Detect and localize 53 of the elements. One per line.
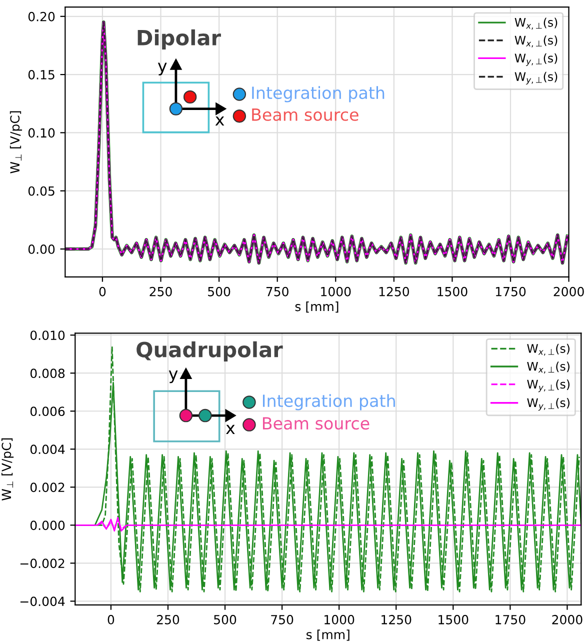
- y-tick-label: 0.20: [28, 12, 55, 22]
- annotation: x: [226, 424, 235, 434]
- legend-label: W$_{x,⊥}$(s): [527, 362, 570, 374]
- annotation: y: [158, 62, 167, 76]
- annotation: Integration path: [262, 394, 395, 410]
- annotation: x: [215, 116, 224, 126]
- legend-label: W$_{y,⊥}$(s): [514, 53, 558, 66]
- x-tick-label: 1750: [496, 286, 526, 296]
- x-tick-label: 750: [266, 286, 288, 296]
- y-tick-label: 0.008: [30, 368, 65, 378]
- y-tick-label: 0.010: [30, 330, 65, 340]
- x-tick-label: 500: [208, 286, 230, 296]
- x-tick-label: 2000: [554, 286, 584, 296]
- y-tick-label: 0.004: [30, 444, 65, 454]
- y-tick-label: 0.000: [30, 520, 65, 530]
- legend-label: W$_{x,⊥}$(s): [514, 18, 558, 30]
- y-tick-label: 0.002: [30, 482, 64, 492]
- x-tick-label: 250: [150, 286, 172, 296]
- x-tick-label: 500: [214, 614, 236, 624]
- y-tick-label: 0.15: [28, 70, 54, 80]
- annotation: Dipolar: [138, 29, 221, 50]
- legend-label: W$_{y,⊥}$(s): [527, 379, 570, 392]
- legend-label: W$_{y,⊥}$(s): [514, 72, 558, 85]
- x-tick-label: 1500: [438, 614, 468, 624]
- y-axis-title: W$_{⊥}$ [V/pC]: [1, 438, 14, 500]
- x-tick-label: 750: [271, 614, 294, 624]
- legend-label: W$_{x,⊥}$(s): [527, 344, 570, 356]
- y-tick-label: 0.10: [28, 128, 55, 138]
- y-axis-title: W$_{⊥}$ [V/pC]: [10, 111, 22, 174]
- x-tick-label: 0: [99, 286, 106, 296]
- y-tick-label: 0.05: [28, 186, 54, 196]
- y-tick-label: 0.00: [28, 244, 55, 254]
- x-tick-label: 2000: [552, 614, 582, 624]
- x-tick-label: 1000: [321, 286, 351, 296]
- x-axis-title: s [mm]: [306, 630, 350, 641]
- legend-label: W$_{y,⊥}$(s): [527, 398, 570, 411]
- x-tick-label: 0: [108, 614, 114, 624]
- annotation: Quadrupolar: [136, 341, 283, 362]
- y-tick-label: −0.002: [20, 558, 64, 568]
- annotation: Beam source: [262, 417, 370, 430]
- annotation: Integration path: [252, 86, 384, 102]
- y-tick-label: −0.004: [20, 596, 65, 606]
- x-tick-label: 1250: [379, 286, 409, 296]
- x-axis-title: s [mm]: [295, 302, 338, 313]
- annotation: y: [168, 370, 178, 384]
- x-tick-label: 1000: [324, 614, 354, 624]
- x-tick-label: 1500: [438, 286, 468, 296]
- x-tick-label: 250: [156, 614, 180, 624]
- x-tick-label: 1250: [382, 614, 412, 624]
- x-tick-label: 1750: [496, 614, 526, 624]
- legend-label: W$_{x,⊥}$(s): [514, 36, 558, 48]
- annotation: Beam source: [252, 108, 358, 121]
- y-tick-label: 0.006: [30, 406, 65, 416]
